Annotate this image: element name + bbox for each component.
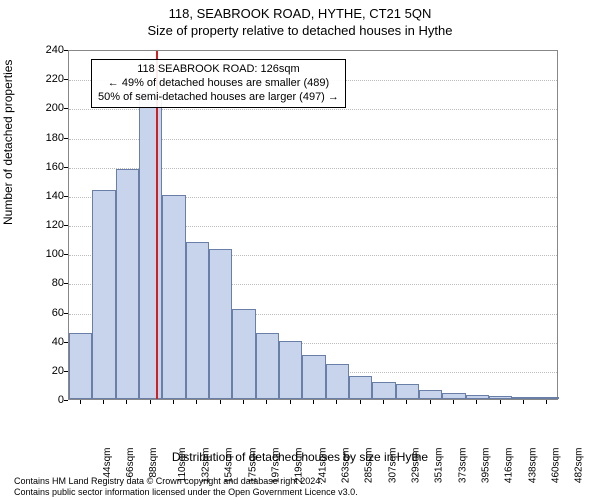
y-tick-mark [64,138,68,139]
annotation-line3: 50% of semi-detached houses are larger (… [98,91,339,105]
y-tick-mark [64,79,68,80]
y-tick-mark [64,342,68,343]
histogram-bar [489,396,512,399]
histogram-bar [536,397,559,399]
y-tick-label: 200 [34,102,64,114]
x-tick-mark [266,400,267,404]
chart-title-sub: Size of property relative to detached ho… [0,21,600,38]
histogram-bar [512,397,535,399]
y-axis-title: Number of detached properties [1,60,15,225]
histogram-bar [232,309,255,399]
histogram-bar [186,242,209,400]
x-tick-mark [336,400,337,404]
x-tick-mark [500,400,501,404]
histogram-bar [326,364,349,399]
histogram-bar [442,393,465,399]
x-tick-mark [196,400,197,404]
x-tick-mark [290,400,291,404]
y-tick-mark [64,283,68,284]
histogram-bar [396,384,419,399]
annotation-line2: ← 49% of detached houses are smaller (48… [98,77,339,91]
y-tick-mark [64,313,68,314]
y-tick-label: 120 [34,219,64,231]
chart-plot-area: 118 SEABROOK ROAD: 126sqm← 49% of detach… [68,50,558,400]
x-tick-mark [453,400,454,404]
histogram-bar [139,93,162,399]
x-tick-mark [220,400,221,404]
x-tick-mark [546,400,547,404]
x-tick-mark [360,400,361,404]
y-tick-label: 240 [34,44,64,56]
histogram-bar [162,195,185,399]
y-tick-mark [64,371,68,372]
x-tick-mark [150,400,151,404]
histogram-bar [419,390,442,399]
x-axis-title: Distribution of detached houses by size … [0,450,600,464]
footer-line2: Contains public sector information licen… [14,487,358,497]
histogram-bar [256,333,279,399]
x-tick-mark [126,400,127,404]
y-tick-label: 160 [34,161,64,173]
x-tick-mark [313,400,314,404]
x-tick-mark [383,400,384,404]
y-tick-label: 220 [34,73,64,85]
annotation-box: 118 SEABROOK ROAD: 126sqm← 49% of detach… [91,59,346,108]
x-tick-mark [476,400,477,404]
histogram-bar [466,395,489,399]
y-tick-label: 0 [34,394,64,406]
histogram-bar [69,333,92,399]
y-tick-label: 180 [34,132,64,144]
y-tick-mark [64,167,68,168]
footer-line1: Contains HM Land Registry data © Crown c… [14,476,358,486]
y-tick-label: 20 [34,365,64,377]
x-tick-mark [406,400,407,404]
y-tick-mark [64,50,68,51]
histogram-bar [209,249,232,399]
annotation-line1: 118 SEABROOK ROAD: 126sqm [98,63,339,77]
x-tick-mark [173,400,174,404]
x-tick-mark [430,400,431,404]
histogram-bar [279,341,302,399]
y-tick-mark [64,108,68,109]
y-tick-label: 60 [34,307,64,319]
histogram-bar [116,169,139,399]
x-tick-mark [523,400,524,404]
x-tick-mark [103,400,104,404]
histogram-bar [302,355,325,399]
y-tick-label: 80 [34,277,64,289]
y-tick-mark [64,254,68,255]
histogram-bar [372,382,395,400]
histogram-bar [349,376,372,399]
y-tick-mark [64,225,68,226]
x-tick-mark [243,400,244,404]
y-tick-label: 140 [34,190,64,202]
x-tick-mark [80,400,81,404]
y-tick-label: 100 [34,248,64,260]
histogram-bar [92,190,115,399]
y-tick-mark [64,400,68,401]
y-tick-label: 40 [34,336,64,348]
footer-attribution: Contains HM Land Registry data © Crown c… [14,476,358,497]
chart-title-main: 118, SEABROOK ROAD, HYTHE, CT21 5QN [0,0,600,21]
y-tick-mark [64,196,68,197]
